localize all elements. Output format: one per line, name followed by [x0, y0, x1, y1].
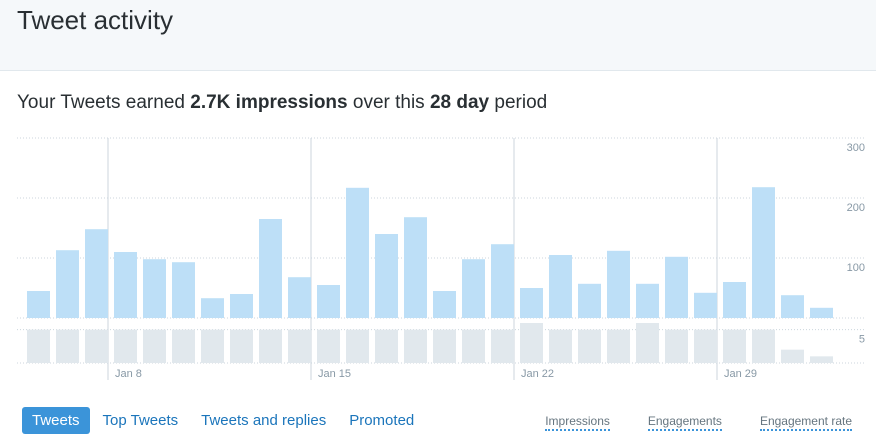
- bar: [781, 295, 804, 318]
- bar: [259, 329, 282, 363]
- bar: [491, 329, 514, 363]
- chart: Jan 8 Jan 15 Jan 22 Jan 29 100 200 300 5: [17, 137, 866, 380]
- bar: [346, 329, 369, 363]
- tab[interactable]: Promoted: [349, 412, 415, 429]
- bar: [317, 285, 340, 318]
- bar: [462, 259, 485, 318]
- bar: [375, 234, 398, 318]
- y-tick-label: 5: [859, 334, 865, 346]
- bar: [172, 329, 195, 363]
- summary-text: period: [494, 92, 548, 113]
- bar: [520, 323, 543, 363]
- bar: [27, 291, 50, 318]
- x-tick-label: Jan 22: [521, 368, 554, 380]
- bar: [114, 252, 137, 318]
- bar: [694, 292, 717, 318]
- bar: [636, 283, 659, 318]
- bar: [578, 329, 601, 363]
- bar: [85, 229, 108, 318]
- bar: [723, 329, 746, 363]
- bar: [520, 288, 543, 318]
- bar: [172, 262, 195, 318]
- bar: [491, 244, 514, 318]
- bar: [810, 356, 833, 363]
- bar: [259, 219, 282, 318]
- bar: [462, 329, 485, 363]
- bar: [723, 282, 746, 318]
- bar: [433, 329, 456, 363]
- bar: [781, 349, 804, 363]
- summary-period: 28 day: [429, 92, 490, 113]
- bar: [607, 250, 630, 318]
- bar: [346, 187, 369, 318]
- bar: [636, 323, 659, 363]
- bar: [114, 329, 137, 363]
- bar: [665, 256, 688, 318]
- bar: [404, 329, 427, 363]
- bar: [375, 329, 398, 363]
- metric-toggle[interactable]: Impressions: [545, 414, 610, 431]
- bar: [810, 307, 833, 318]
- bar: [607, 329, 630, 363]
- bar: [230, 294, 253, 318]
- metric-toggle[interactable]: Engagement rate: [759, 414, 852, 431]
- tabs: Tweets Top Tweets Tweets and replies Promot…: [22, 407, 427, 434]
- bar: [694, 329, 717, 363]
- bar: [56, 329, 79, 363]
- y-tick-label: 100: [847, 262, 865, 274]
- bar: [665, 329, 688, 363]
- page-title: Tweet activity: [17, 5, 174, 35]
- bar: [433, 291, 456, 318]
- bar: [288, 277, 311, 318]
- summary-impressions: 2.7K impressions: [190, 92, 348, 113]
- bar: [143, 329, 166, 363]
- header: Tweet activity: [0, 0, 876, 71]
- bar: [549, 255, 572, 318]
- x-tick-label: Jan 29: [724, 368, 757, 380]
- x-tick-label: Jan 8: [115, 368, 142, 380]
- bar: [578, 283, 601, 318]
- bar: [404, 217, 427, 318]
- tab[interactable]: Tweets and replies: [201, 412, 327, 429]
- bar: [201, 298, 224, 318]
- summary: Your Tweets earned 2.7K impressions over…: [17, 92, 547, 114]
- summary-text: Your Tweets earned: [17, 92, 185, 113]
- y-tick-label: 300: [847, 142, 865, 154]
- tab[interactable]: Top Tweets: [102, 412, 179, 429]
- bar: [230, 329, 253, 363]
- y-tick-label: 200: [847, 202, 865, 214]
- bar: [85, 329, 108, 363]
- summary-text: over this: [352, 92, 425, 113]
- bar: [317, 329, 340, 363]
- metric-toggle[interactable]: Engagements: [647, 414, 722, 431]
- bar: [56, 250, 79, 318]
- metrics: Impressions Engagements Engagement rate: [507, 414, 852, 431]
- bar: [201, 329, 224, 363]
- bar: [27, 329, 50, 363]
- tab[interactable]: Tweets: [22, 407, 90, 434]
- x-tick-label: Jan 15: [318, 368, 351, 380]
- bar: [549, 329, 572, 363]
- bar: [288, 329, 311, 363]
- bar: [752, 329, 775, 363]
- bar: [752, 187, 775, 318]
- bar: [143, 259, 166, 318]
